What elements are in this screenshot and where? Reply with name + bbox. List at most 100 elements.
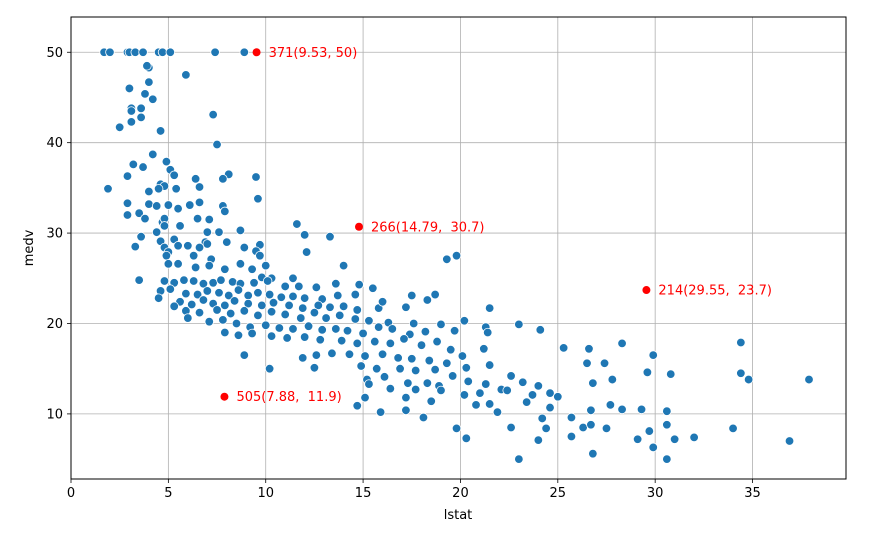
data-point <box>159 221 170 231</box>
data-point <box>644 426 655 436</box>
data-point <box>309 363 320 373</box>
data-point <box>208 109 218 120</box>
data-point <box>586 420 596 430</box>
data-point <box>483 327 493 338</box>
data-point <box>416 340 427 350</box>
data-point <box>214 288 224 298</box>
data-point <box>266 331 277 341</box>
data-point <box>105 47 115 57</box>
data-point <box>253 194 263 204</box>
data-point <box>457 351 468 361</box>
data-point <box>294 281 304 292</box>
data-point <box>514 454 524 464</box>
data-point <box>155 126 166 136</box>
data-point <box>212 305 222 315</box>
data-point <box>342 326 353 336</box>
data-point <box>558 343 569 353</box>
data-point <box>222 237 232 247</box>
data-point <box>475 388 485 398</box>
y-tick-label: 40 <box>46 136 63 151</box>
data-point <box>325 231 335 242</box>
data-point <box>689 432 699 443</box>
data-point <box>333 290 343 301</box>
data-point <box>514 319 524 330</box>
data-point <box>364 379 374 389</box>
data-point <box>243 298 253 309</box>
data-point <box>352 338 362 349</box>
y-tick-label: 30 <box>46 227 63 242</box>
data-point <box>492 407 503 417</box>
data-point <box>204 260 214 271</box>
data-point <box>471 400 481 410</box>
data-point <box>262 276 273 286</box>
data-point <box>636 404 647 415</box>
data-point <box>198 279 209 289</box>
data-point <box>393 353 403 363</box>
data-point <box>239 350 250 360</box>
data-point <box>229 296 240 306</box>
data-point <box>354 279 364 290</box>
data-point <box>605 400 616 410</box>
data-point <box>321 313 331 323</box>
data-point <box>338 301 349 312</box>
y-tick-label: 20 <box>46 317 63 332</box>
data-point <box>410 365 421 376</box>
data-point <box>426 396 436 406</box>
data-point <box>148 149 158 160</box>
data-point <box>545 402 555 413</box>
data-point <box>506 422 516 433</box>
data-point <box>173 203 183 214</box>
data-point <box>669 434 680 444</box>
data-point <box>136 231 146 242</box>
data-point <box>192 213 203 224</box>
x-tick-label: 15 <box>355 486 372 501</box>
data-point <box>395 363 405 374</box>
data-point <box>422 378 433 388</box>
highlighted-point-label: 371(9.53, 50) <box>269 46 358 61</box>
data-point <box>588 448 598 459</box>
data-point <box>303 321 314 331</box>
data-point <box>436 319 446 330</box>
data-point <box>276 292 287 302</box>
data-point <box>385 338 396 349</box>
data-point <box>239 242 250 253</box>
data-point <box>401 392 411 403</box>
data-point <box>157 47 168 57</box>
data-point <box>484 399 495 409</box>
data-point <box>227 277 238 287</box>
data-point <box>407 354 417 364</box>
data-point <box>126 117 137 127</box>
data-point <box>617 404 627 415</box>
data-point <box>134 275 144 285</box>
data-point <box>214 227 224 237</box>
data-point <box>451 250 462 261</box>
data-point <box>387 324 397 334</box>
data-point <box>352 401 362 411</box>
data-point <box>350 289 360 300</box>
data-point <box>122 198 133 208</box>
data-point <box>804 374 814 385</box>
data-point <box>264 363 275 374</box>
data-point <box>296 313 306 323</box>
data-point <box>233 285 244 295</box>
data-point <box>122 171 133 181</box>
data-point <box>173 241 183 251</box>
data-point <box>161 156 172 167</box>
data-point <box>280 309 290 320</box>
data-point <box>502 385 512 396</box>
data-point <box>601 423 612 434</box>
data-point <box>233 330 244 340</box>
data-point <box>311 282 322 293</box>
data-point <box>179 275 189 285</box>
data-point <box>247 264 257 274</box>
data-point <box>642 367 653 378</box>
data-point <box>317 325 327 335</box>
data-point <box>136 112 146 123</box>
data-point <box>364 316 374 326</box>
data-point <box>446 345 456 355</box>
data-point <box>325 302 335 312</box>
data-point <box>171 184 181 194</box>
data-point <box>301 247 312 257</box>
data-point <box>128 159 139 170</box>
x-axis-label: lstat <box>444 508 473 523</box>
